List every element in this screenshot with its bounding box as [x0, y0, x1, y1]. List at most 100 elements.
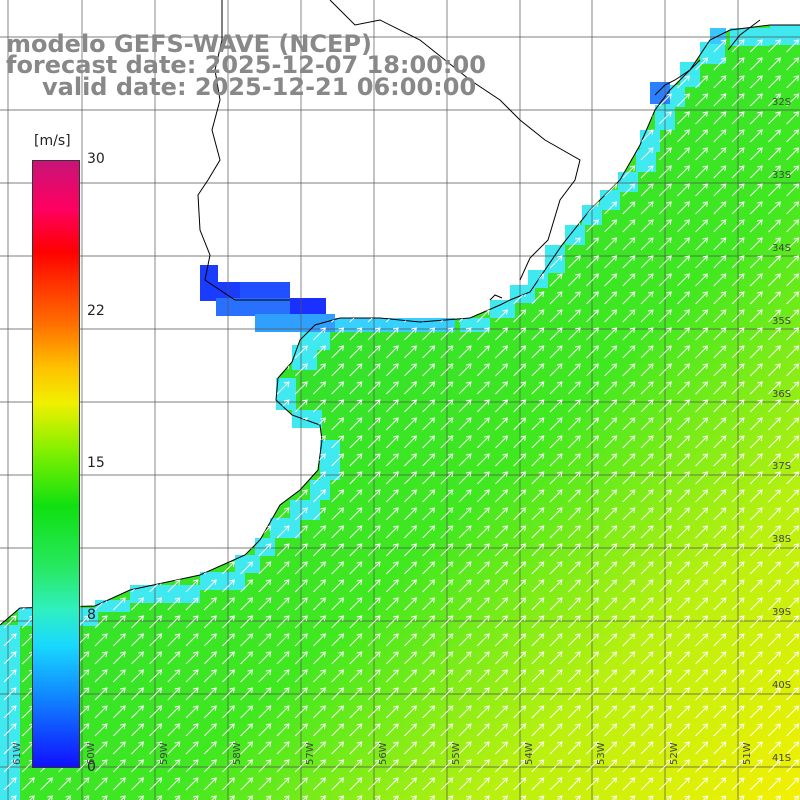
- wind-arrow: [749, 237, 763, 251]
- wind-arrow: [749, 435, 763, 449]
- wind-arrow: [622, 633, 636, 647]
- wind-arrow: [640, 543, 654, 557]
- wind-arrow: [677, 75, 690, 89]
- wind-arrow: [567, 615, 581, 629]
- wind-arrow: [422, 543, 436, 557]
- wind-arrow: [586, 705, 599, 719]
- wind-arrow: [3, 669, 17, 683]
- wind-arrow: [94, 759, 108, 773]
- wind-arrow: [331, 255, 345, 269]
- wind-arrow: [185, 111, 199, 125]
- wind-arrow: [185, 345, 199, 359]
- wind-arrow: [622, 615, 636, 629]
- wind-arrow: [3, 777, 17, 791]
- wind-arrow: [404, 615, 417, 629]
- wind-arrow: [713, 417, 727, 431]
- wind-arrow: [531, 57, 545, 71]
- wind-arrow: [677, 777, 690, 791]
- wind-arrow: [349, 777, 363, 791]
- wind-arrow: [149, 165, 163, 179]
- wind-arrow: [203, 327, 217, 341]
- wind-arrow: [531, 219, 545, 233]
- wind-arrow: [331, 291, 345, 305]
- wind-arrow: [677, 201, 690, 215]
- wind-arrow: [622, 309, 636, 323]
- wind-arrow: [258, 453, 272, 467]
- wind-arrow: [203, 651, 217, 665]
- wind-arrow: [713, 273, 727, 287]
- wind-arrow: [567, 129, 581, 143]
- wind-arrow: [149, 435, 163, 449]
- wind-arrow: [131, 705, 144, 719]
- wind-arrow: [549, 147, 563, 161]
- wind-arrow: [749, 363, 763, 377]
- wind-arrow: [131, 525, 144, 539]
- wind-arrow: [713, 345, 727, 359]
- wind-arrow: [3, 687, 17, 701]
- wind-arrow: [349, 111, 363, 125]
- wind-arrow: [331, 669, 345, 683]
- wind-arrow: [658, 471, 672, 485]
- wind-arrow: [476, 93, 490, 107]
- wind-arrow: [331, 723, 345, 737]
- wind-arrow: [768, 111, 781, 125]
- wind-arrow: [404, 669, 417, 683]
- wind-arrow: [367, 363, 381, 377]
- wind-arrow: [185, 219, 199, 233]
- wind-arrow: [749, 309, 763, 323]
- wind-arrow: [185, 561, 199, 575]
- wind-arrow: [695, 633, 709, 647]
- wind-arrow: [749, 489, 763, 503]
- wind-arrow: [367, 651, 381, 665]
- wind-arrow: [567, 417, 581, 431]
- wind-arrow: [604, 327, 618, 341]
- wind-arrow: [749, 147, 763, 161]
- wind-arrow: [713, 183, 727, 197]
- wind-arrow: [458, 795, 472, 800]
- wind-arrow: [786, 201, 800, 215]
- wind-arrow: [531, 309, 545, 323]
- wind-arrow: [749, 741, 763, 755]
- wind-arrow: [786, 435, 800, 449]
- wind-arrow: [768, 381, 781, 395]
- wind-arrow: [422, 399, 436, 413]
- wind-arrow: [240, 795, 254, 800]
- wind-arrow: [240, 741, 254, 755]
- wind-arrow: [240, 687, 254, 701]
- wind-arrow: [658, 543, 672, 557]
- wind-arrow: [749, 543, 763, 557]
- wind-arrow: [640, 651, 654, 665]
- wind-arrow: [349, 183, 363, 197]
- wind-arrow: [76, 795, 90, 800]
- wind-arrow: [567, 705, 581, 719]
- wind-arrow: [640, 255, 654, 269]
- wind-arrow: [112, 525, 126, 539]
- wind-arrow: [349, 453, 363, 467]
- wind-arrow: [3, 723, 17, 737]
- wind-arrow: [786, 255, 800, 269]
- wind-arrow: [731, 39, 745, 53]
- wind-arrow: [604, 255, 618, 269]
- wind-arrow: [549, 795, 563, 800]
- wind-arrow: [586, 489, 599, 503]
- wind-arrow: [422, 759, 436, 773]
- wind-arrow: [94, 183, 108, 197]
- wind-arrow: [768, 543, 781, 557]
- wind-arrow: [313, 201, 326, 215]
- wind-arrow: [313, 129, 326, 143]
- wind-arrow: [531, 201, 545, 215]
- wind-arrow: [749, 381, 763, 395]
- wind-arrow: [786, 75, 800, 89]
- wind-arrow: [167, 669, 181, 683]
- wind-arrow: [331, 273, 345, 287]
- wind-arrow: [531, 705, 545, 719]
- wind-arrow: [768, 291, 781, 305]
- wind-arrow: [495, 651, 508, 665]
- wind-arrow: [731, 507, 745, 521]
- wind-arrow: [695, 741, 709, 755]
- wind-arrow: [3, 597, 17, 611]
- wind-arrow: [731, 237, 745, 251]
- wind-arrow: [167, 453, 181, 467]
- wind-arrow: [276, 525, 290, 539]
- wind-arrow: [3, 381, 17, 395]
